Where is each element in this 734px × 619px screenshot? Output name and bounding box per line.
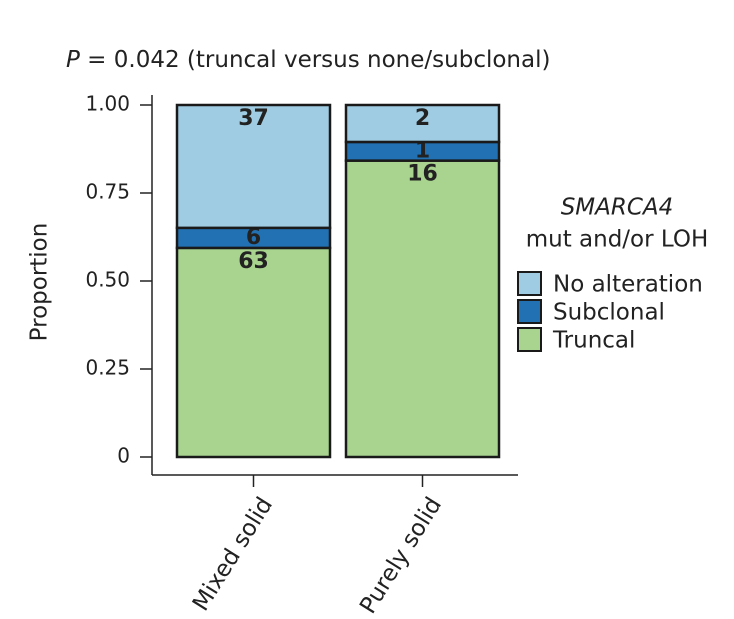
x-tick-label: Mixed solid [188, 493, 278, 616]
y-tick-label: 0.75 [85, 180, 130, 204]
legend-label: No alteration [553, 272, 703, 298]
bar-segment [344, 103, 501, 144]
legend-label: Subclonal [553, 300, 665, 326]
legend-label: Truncal [552, 328, 635, 354]
count-label: 16 [407, 162, 438, 187]
y-tick-label: 1.00 [85, 92, 130, 116]
y-axis-label: Proportion [27, 223, 53, 342]
bar-segment [344, 159, 501, 459]
legend-swatch [517, 271, 542, 296]
count-label: 6 [246, 225, 261, 250]
y-tick-label: 0 [117, 444, 130, 468]
legend-title: mut and/or LOH [526, 227, 709, 253]
legend-title: SMARCA4 [561, 195, 674, 221]
y-tick-label: 0.25 [85, 356, 130, 380]
bar-segment [175, 246, 332, 459]
x-tick-label: Purely solid [355, 493, 447, 619]
title-text: = 0.042 (truncal versus none/subclonal) [80, 47, 551, 73]
legend-swatch [517, 299, 542, 324]
title-p: P [66, 47, 80, 73]
count-label: 37 [238, 106, 269, 131]
count-label: 1 [415, 138, 430, 163]
count-label: 2 [415, 106, 430, 131]
y-tick-label: 0.50 [85, 268, 130, 292]
count-label: 63 [238, 249, 269, 274]
legend-swatch [517, 327, 542, 352]
chart-title: P = 0.042 (truncal versus none/subclonal… [66, 47, 550, 73]
bar-segment [175, 103, 332, 230]
